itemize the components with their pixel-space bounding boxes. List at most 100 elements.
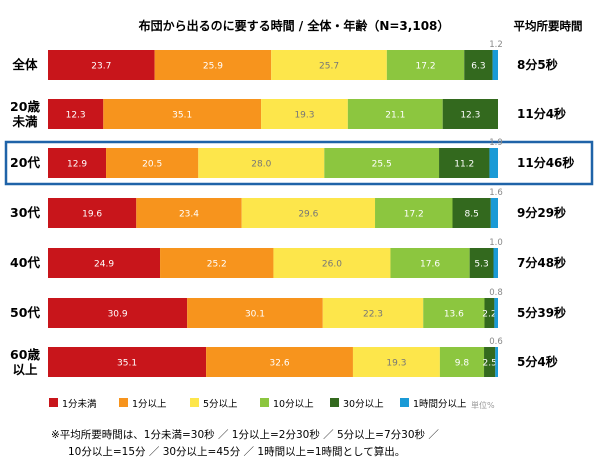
- bar-segment: [464, 50, 493, 80]
- segment-value-label: 23.4: [179, 210, 199, 220]
- segment-value-label: 17.6: [420, 260, 440, 270]
- bar-segment: [495, 347, 498, 377]
- segment-value-label: 19.3: [386, 359, 406, 369]
- legend-swatch: [119, 398, 128, 407]
- legend-label: 10分以上: [273, 399, 314, 410]
- segment-value-label: 29.6: [298, 210, 318, 220]
- bar-segment: [484, 347, 496, 377]
- bar-segment: [271, 50, 387, 80]
- avg-time-value: 11分46秒: [517, 155, 574, 170]
- segment-value-label: 8.5: [464, 210, 478, 220]
- bar-segment: [136, 198, 242, 228]
- bar-segment: [489, 148, 498, 178]
- row-label: 50代: [10, 305, 40, 320]
- legend-item: 1時間分以上: [400, 398, 467, 410]
- segment-value-label: 12.3: [66, 111, 86, 121]
- small-value-label: 1.0: [489, 238, 503, 248]
- legend-item: 1分以上: [119, 398, 167, 410]
- segment-value-label: 17.2: [404, 210, 424, 220]
- bar-segment: [206, 347, 353, 377]
- bar-segment: [324, 148, 440, 178]
- segment-value-label: 25.7: [319, 62, 339, 72]
- bar-segment: [48, 248, 161, 278]
- segment-value-label: 22.3: [363, 310, 383, 320]
- legend-label: 30分以上: [343, 399, 384, 410]
- small-value-label: 1.2: [489, 40, 503, 50]
- segment-value-label: 30.1: [245, 310, 265, 320]
- bar-segment: [322, 298, 424, 328]
- bar-segment: [48, 347, 207, 377]
- segment-value-label: 12.3: [460, 111, 480, 121]
- segment-value-label: 32.6: [270, 359, 290, 369]
- bar-segment: [48, 198, 137, 228]
- bar-segment: [160, 248, 274, 278]
- segment-value-label: 13.6: [444, 310, 464, 320]
- segment-value-label: 24.9: [94, 260, 114, 270]
- bar-segment: [442, 99, 498, 129]
- small-value-label: 1.9: [489, 138, 503, 148]
- segment-value-label: 6.3: [471, 62, 485, 72]
- segment-value-label: 11.2: [454, 160, 474, 170]
- segment-value-label: 25.9: [203, 62, 223, 72]
- unit-note: 単位%: [471, 400, 495, 410]
- row-5: 40代 24.9 25.2 26.0 17.6 5.3 1.0 7分48秒: [10, 238, 566, 278]
- segment-value-label: 25.2: [207, 260, 227, 270]
- bar-segment: [439, 148, 490, 178]
- bar-segment: [423, 298, 485, 328]
- bar-segment: [187, 298, 323, 328]
- avg-time-value: 7分48秒: [517, 255, 566, 270]
- segment-value-label: 2.2: [482, 310, 496, 320]
- segment-value-label: 12.9: [67, 160, 87, 170]
- row-2: 20歳未満 12.3 35.1 19.3 21.1 12.3 11分4秒: [10, 99, 566, 129]
- bar-segment: [273, 248, 391, 278]
- legend-swatch: [330, 398, 339, 407]
- avg-time-value: 8分5秒: [517, 57, 558, 72]
- segment-value-label: 23.7: [91, 62, 111, 72]
- segment-value-label: 25.5: [372, 160, 392, 170]
- row-7: 60歳以上 35.1 32.6 19.3 9.8 2.5 0.6 5分4秒: [10, 337, 558, 377]
- row-label: 40代: [10, 255, 40, 270]
- legend-label: 5分以上: [203, 399, 238, 410]
- bar-segment: [347, 99, 443, 129]
- bar-segment: [390, 248, 470, 278]
- segment-value-label: 30.9: [108, 310, 128, 320]
- legend-item: 1分未満: [49, 398, 97, 410]
- legend-item: 10分以上: [260, 398, 314, 410]
- segment-value-label: 5.3: [474, 260, 488, 270]
- bar-segment: [452, 198, 491, 228]
- row-6: 50代 30.9 30.1 22.3 13.6 2.2 0.8 5分39秒: [10, 288, 566, 328]
- bar-segment: [48, 148, 107, 178]
- highlight-frame: [4, 140, 594, 186]
- small-value-label: 1.6: [489, 188, 503, 198]
- legend-label: 1時間分以上: [413, 399, 467, 410]
- bar-segment: [469, 248, 494, 278]
- chart-title: 布団から出るのに要する時間 / 全体・年齢（N=3,108）: [139, 18, 450, 33]
- row-label: 20歳未満: [10, 99, 40, 129]
- bar-segment: [352, 347, 440, 377]
- segment-value-label: 9.8: [455, 359, 470, 369]
- avg-time-value: 9分29秒: [517, 205, 566, 220]
- segment-value-label: 17.2: [416, 62, 436, 72]
- bar-segment: [484, 298, 495, 328]
- chart-rows: 全体 23.7 25.9 25.7 17.2 6.3 1.2 8分5秒 20歳未満 12.3 35.…: [4, 40, 594, 377]
- bar-segment: [439, 347, 485, 377]
- segment-value-label: 2.5: [483, 359, 497, 369]
- row-label: 全体: [11, 57, 38, 72]
- row-label: 20代: [10, 155, 40, 170]
- bar-segment: [48, 50, 155, 80]
- row-label: 60歳以上: [10, 347, 40, 377]
- avg-time-value: 5分39秒: [517, 305, 566, 320]
- segment-value-label: 35.1: [172, 111, 192, 121]
- footnote-line-1: ※平均所要時間は、1分未満=30秒 ／ 1分以上=2分30秒 ／ 5分以上=7分…: [51, 428, 439, 441]
- bar-segment: [106, 148, 199, 178]
- small-value-label: 0.6: [489, 337, 503, 347]
- legend-item: 30分以上: [330, 398, 384, 410]
- legend-label: 1分以上: [132, 399, 167, 410]
- legend-label: 1分未満: [62, 398, 97, 410]
- small-value-label: 0.8: [489, 288, 503, 298]
- bar-segment: [241, 198, 376, 228]
- bar-segment: [198, 148, 325, 178]
- bar-segment: [48, 99, 104, 129]
- legend-swatch: [400, 398, 409, 407]
